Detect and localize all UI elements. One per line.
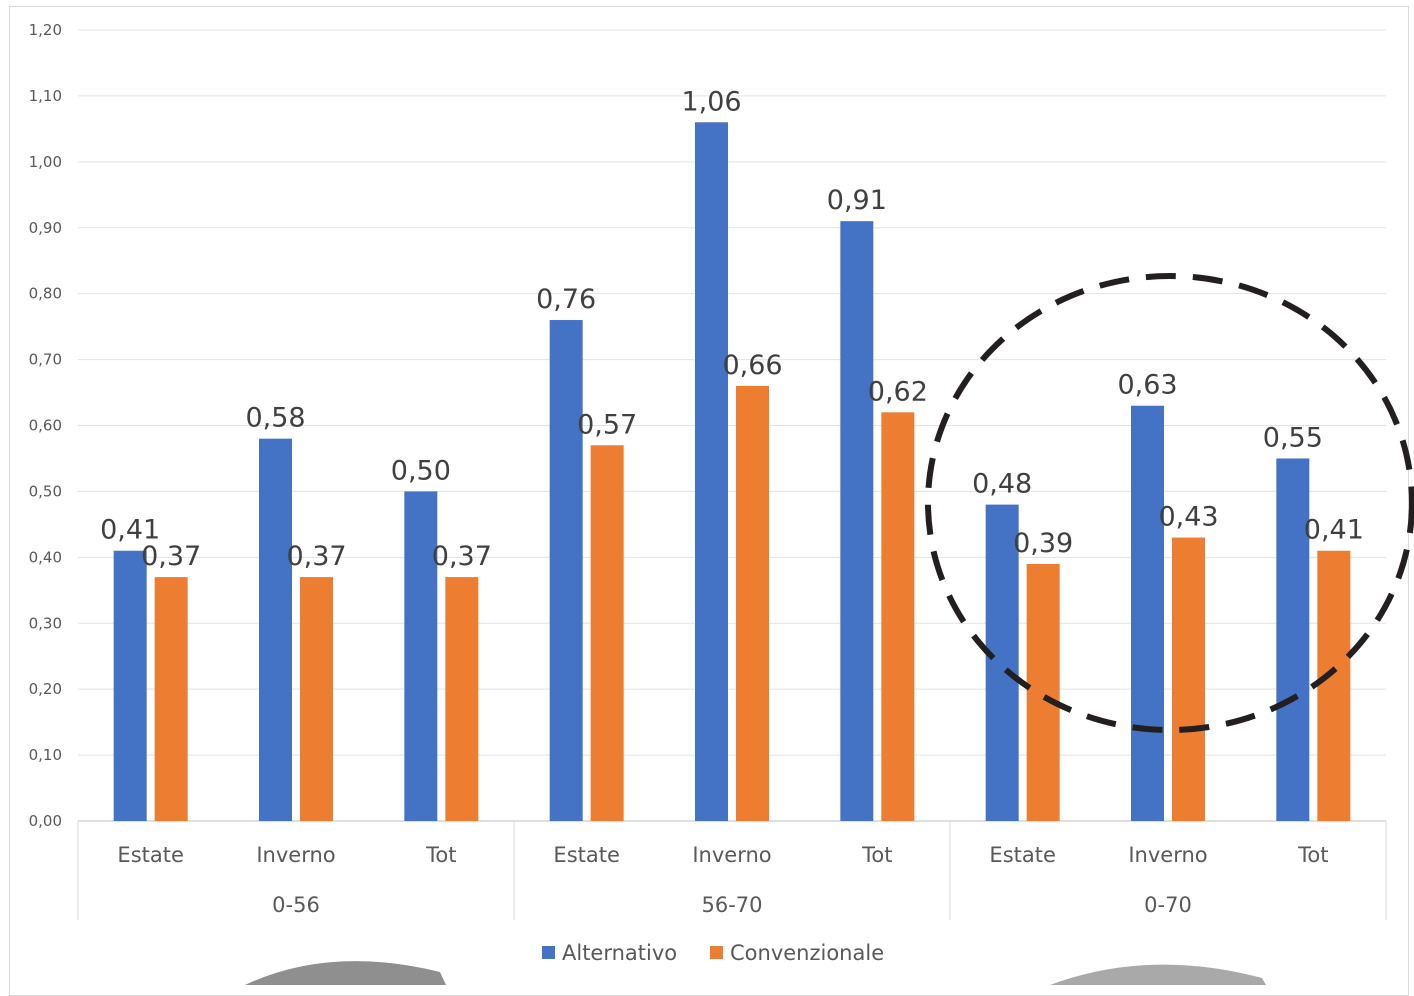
data-label: 0,91 — [827, 185, 887, 216]
y-tick-label: 1,10 — [29, 87, 62, 105]
bar-alternativo-estate — [985, 504, 1019, 821]
bar-alternativo-inverno — [259, 438, 292, 821]
x-category-label: Inverno — [256, 843, 335, 867]
y-tick-label: 0,60 — [29, 417, 62, 435]
data-label: 0,43 — [1158, 502, 1218, 533]
data-label: 0,41 — [1304, 515, 1364, 546]
bar-convenzionale-inverno — [300, 577, 333, 821]
x-group-label: 0-56 — [272, 893, 320, 917]
x-category-label: Tot — [861, 843, 892, 867]
y-tick-label: 0,00 — [29, 812, 62, 830]
y-tick-label: 1,00 — [29, 153, 62, 171]
bar-convenzionale-inverno — [1172, 537, 1205, 821]
x-category-label: Estate — [117, 843, 183, 867]
annotation — [925, 273, 1414, 733]
x-category-label: Inverno — [1128, 843, 1207, 867]
data-label: 0,50 — [391, 455, 451, 486]
photo-fragments — [245, 961, 1266, 985]
bars — [113, 122, 1351, 822]
bar-alternativo-tot — [1276, 458, 1310, 821]
data-label: 0,63 — [1117, 370, 1177, 401]
data-label: 0,39 — [1013, 528, 1073, 559]
legend-label: Convenzionale — [730, 941, 884, 965]
gridlines — [78, 29, 1386, 822]
bar-convenzionale-tot — [881, 412, 915, 821]
bar-convenzionale-inverno — [736, 385, 769, 821]
bar-alternativo-estate — [113, 550, 147, 821]
data-label: 0,58 — [245, 403, 305, 434]
bar-convenzionale-tot — [1317, 550, 1351, 821]
bar-convenzionale-estate — [1026, 563, 1060, 821]
legend: Alternativo Convenzionale — [542, 941, 884, 965]
y-tick-label: 0,90 — [29, 219, 62, 237]
data-label: 1,06 — [681, 86, 741, 117]
photo-fragment-right — [1050, 964, 1266, 985]
bar-alternativo-tot — [840, 221, 874, 822]
legend-swatch — [710, 946, 723, 959]
bar-alternativo-tot — [404, 491, 438, 821]
data-label: 0,48 — [972, 469, 1032, 500]
y-tick-label: 0,10 — [29, 746, 62, 764]
data-label: 0,62 — [868, 376, 928, 407]
x-group-label: 0-70 — [1144, 893, 1192, 917]
y-tick-label: 0,40 — [29, 548, 62, 566]
x-group-label: 56-70 — [701, 893, 762, 917]
data-label: 0,55 — [1263, 422, 1323, 453]
bar-alternativo-inverno — [695, 122, 728, 822]
legend-label: Alternativo — [562, 941, 677, 965]
y-tick-label: 0,70 — [29, 351, 62, 369]
data-labels: 0,410,370,580,370,500,370,760,571,060,66… — [100, 86, 1364, 572]
data-label: 0,57 — [577, 409, 637, 440]
y-tick-label: 0,30 — [29, 614, 62, 632]
y-tick-label: 1,20 — [29, 21, 62, 39]
data-label: 0,37 — [141, 541, 201, 572]
y-tick-label: 0,50 — [29, 482, 62, 500]
data-label: 0,41 — [100, 515, 160, 546]
data-label: 0,66 — [722, 350, 782, 381]
y-axis-tick-labels: 0,00 0,10 0,20 0,30 0,40 0,50 0,60 0,70 0,80 0,90… — [29, 21, 62, 830]
bar-convenzionale-tot — [445, 577, 479, 821]
x-category-label: Tot — [1297, 843, 1328, 867]
x-category-label: Tot — [425, 843, 456, 867]
x-axis: Estate Inverno Tot Estate Inverno Tot Estate In… — [77, 821, 1387, 920]
data-label: 0,37 — [286, 541, 346, 572]
bar-alternativo-inverno — [1131, 405, 1164, 821]
x-category-label: Estate — [989, 843, 1055, 867]
photo-fragment-left — [245, 961, 446, 985]
y-tick-label: 0,20 — [29, 680, 62, 698]
legend-swatch — [542, 946, 555, 959]
data-label: 0,76 — [536, 284, 596, 315]
bar-alternativo-estate — [549, 320, 583, 821]
y-tick-label: 0,80 — [29, 285, 62, 303]
x-category-label: Estate — [553, 843, 619, 867]
bar-convenzionale-estate — [590, 445, 624, 821]
x-category-label: Inverno — [692, 843, 771, 867]
data-label: 0,37 — [432, 541, 492, 572]
dashed-circle-annotation — [925, 273, 1414, 733]
bar-convenzionale-estate — [154, 577, 188, 821]
